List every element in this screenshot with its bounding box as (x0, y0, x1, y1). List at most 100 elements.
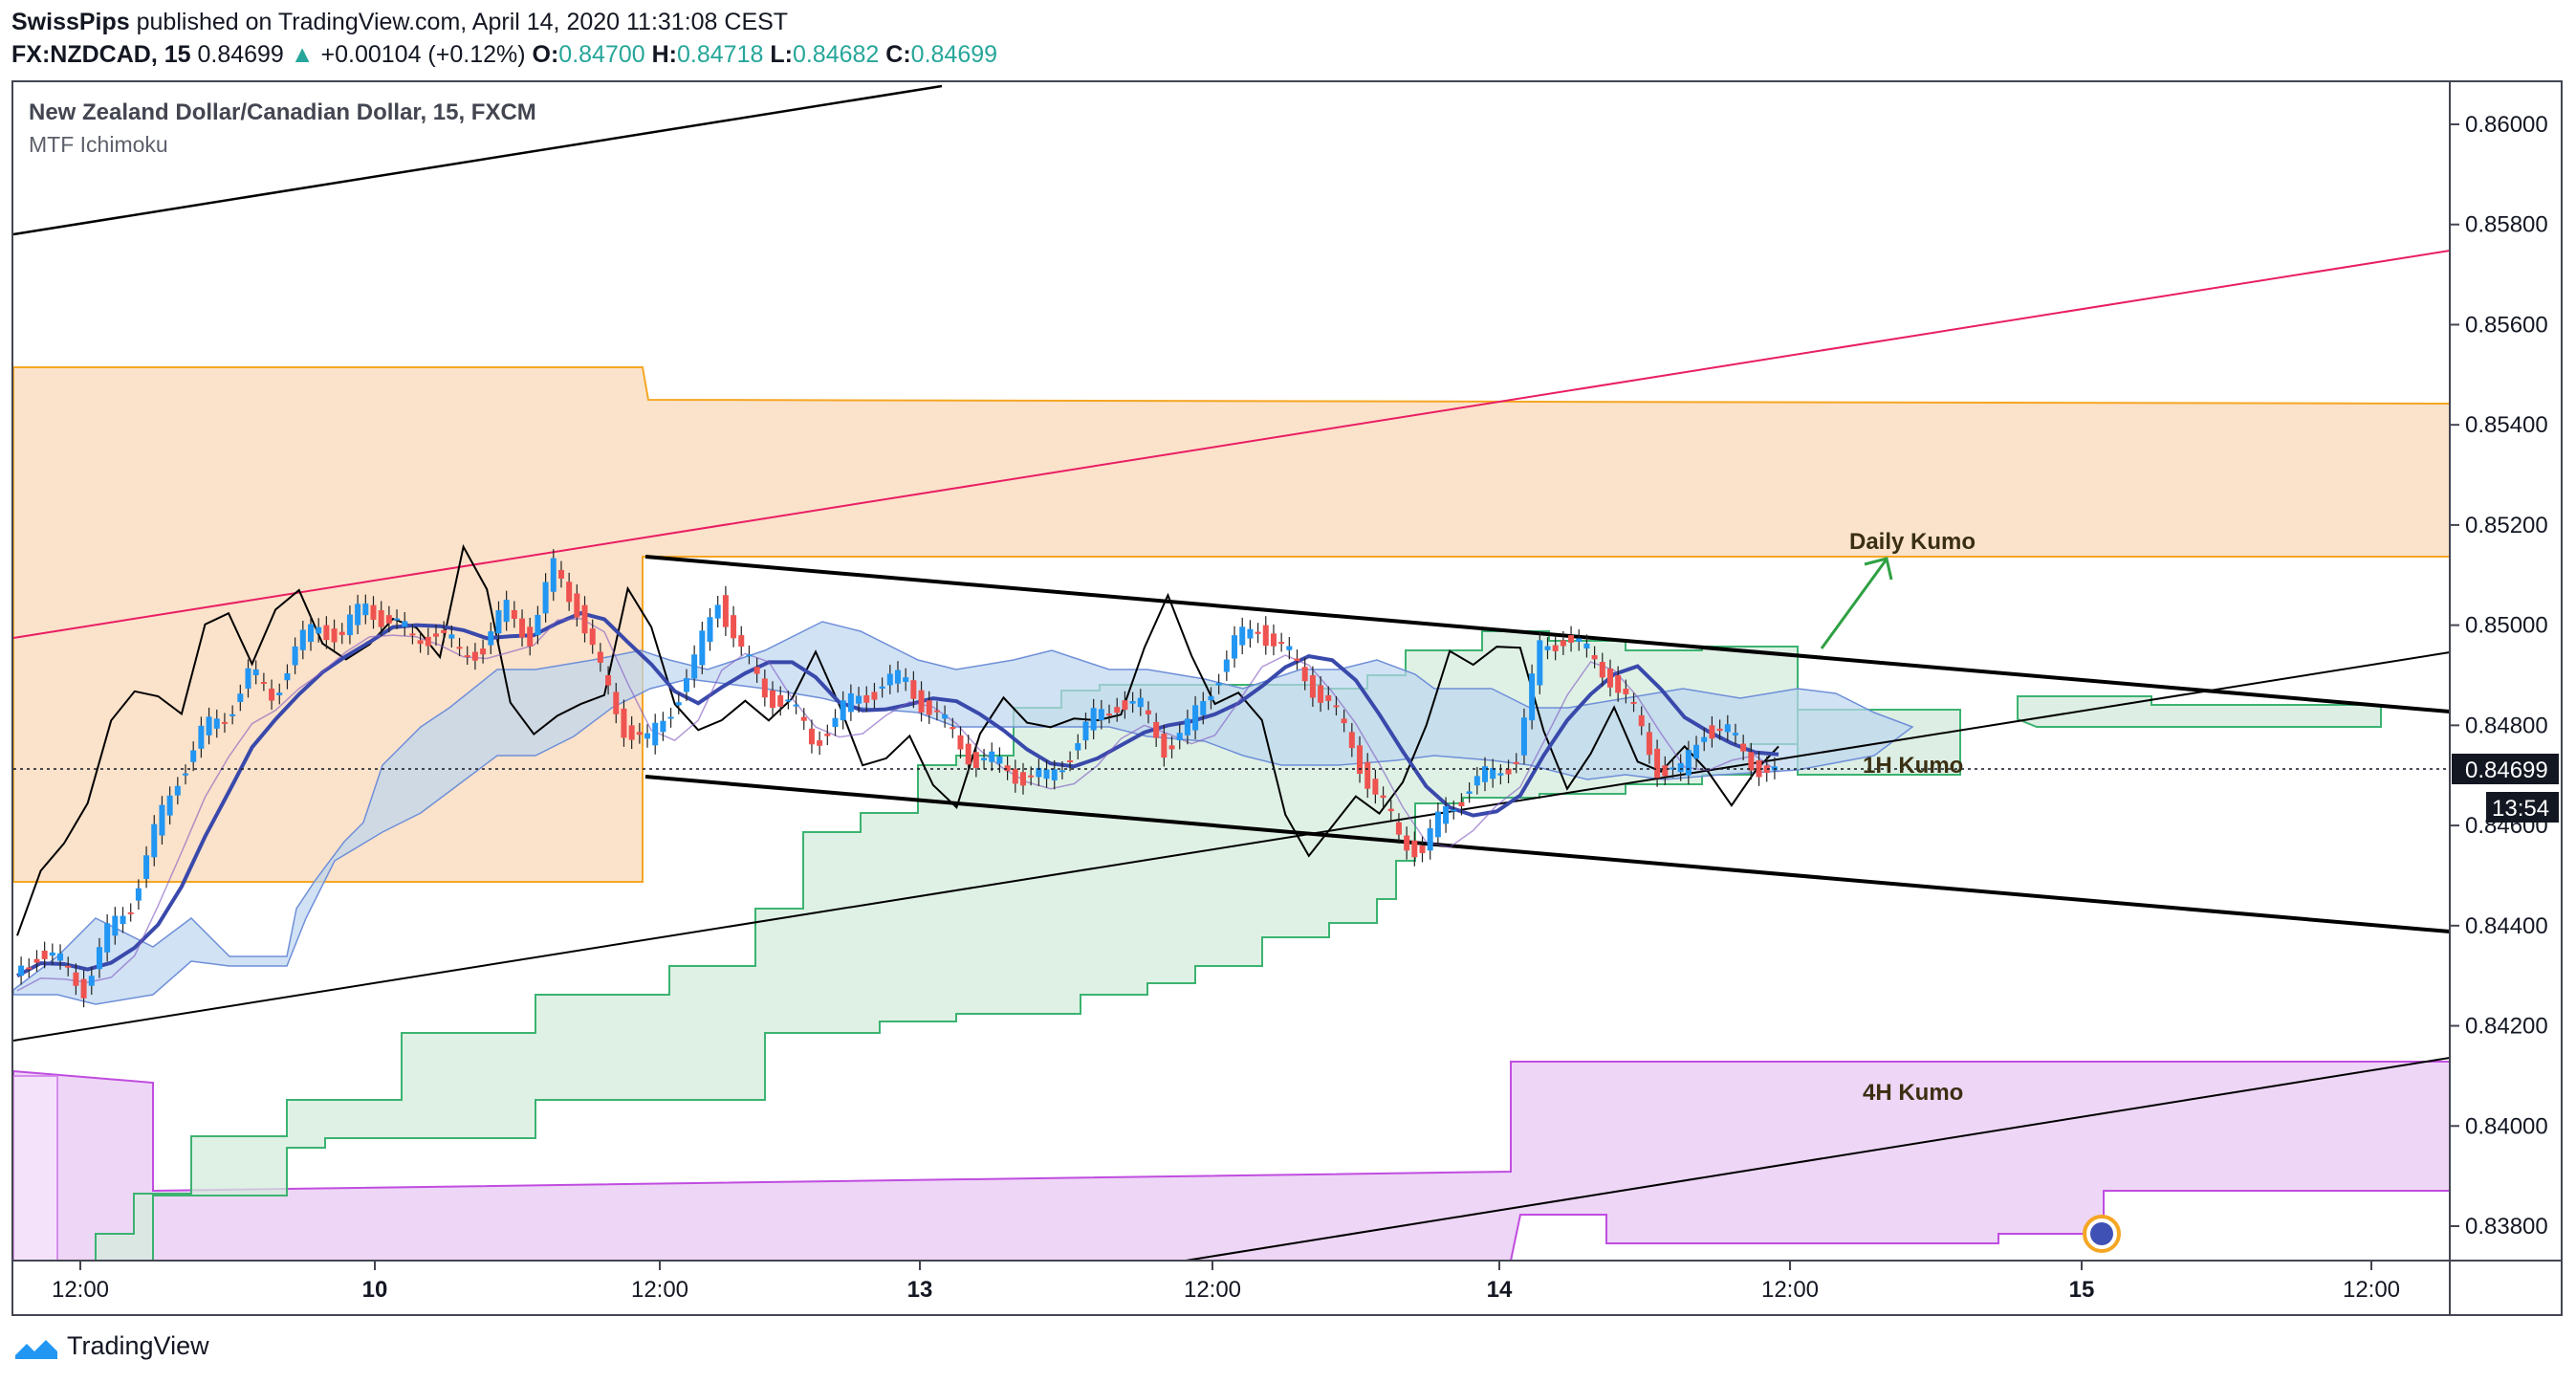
candle-body (221, 721, 228, 724)
candle-body (1670, 767, 1676, 770)
candle-body (1724, 724, 1731, 733)
footer-brand[interactable]: TradingView (13, 1331, 209, 1361)
candle-body (1301, 667, 1308, 682)
candle-body (96, 947, 102, 970)
price-tick-label: 0.85200 (2465, 513, 2548, 538)
candle-body (1247, 628, 1254, 639)
candle-body (683, 678, 689, 692)
candle-body (1740, 743, 1747, 752)
candle-body (817, 740, 823, 746)
candle-body (166, 795, 173, 816)
candle-body (1082, 721, 1089, 741)
price-axis[interactable]: 0.86000 0.85800 0.85600 0.85400 0.85200 0.850… (2450, 112, 2548, 1240)
candle-body (1677, 762, 1684, 773)
candle-body (1318, 685, 1324, 703)
candle-body (621, 708, 627, 738)
candle-body (1419, 845, 1426, 854)
candle-body (1223, 659, 1230, 672)
candle-body (213, 718, 220, 729)
candle-body (1387, 808, 1394, 812)
candle-body (135, 888, 142, 901)
time-tick-label: 14 (1487, 1277, 1513, 1303)
candle-body (636, 732, 643, 735)
candle-body (417, 640, 424, 645)
candle-body (1075, 743, 1081, 751)
candle-body (1529, 673, 1536, 721)
candle-body (1380, 795, 1386, 799)
candle-body (972, 752, 979, 769)
candle-body (206, 716, 212, 735)
open-label: O: (532, 41, 559, 68)
candle-body (456, 647, 463, 649)
candle-body (18, 965, 25, 977)
four-h-kumo-label: 4H Kumo (1863, 1080, 1963, 1106)
time-axis[interactable]: 12:00 10 12:00 13 12:00 14 12:00 15 12:00 (52, 1261, 2400, 1303)
candle-body (824, 734, 831, 736)
daily-kumo-band (13, 366, 2450, 883)
candle-body (151, 823, 158, 858)
candle-body (448, 634, 455, 639)
candle-body (660, 720, 666, 733)
candle-body (1255, 631, 1261, 634)
trend-lines[interactable] (12, 84, 2451, 1262)
candle-body (1325, 694, 1332, 701)
candle-body (1583, 643, 1590, 649)
candle-body (800, 716, 807, 721)
candle-body (1544, 646, 1551, 650)
time-tick-label: 12:00 (631, 1277, 688, 1303)
legend-title[interactable]: New Zealand Dollar/Canadian Dollar, 15, … (29, 99, 536, 125)
low-value: 0.84682 (792, 41, 880, 68)
candle-body (73, 972, 79, 986)
candle-body (950, 727, 956, 730)
candle-body (785, 699, 792, 702)
candle-body (856, 695, 862, 704)
candle-body (385, 615, 392, 624)
candle-body (1161, 734, 1168, 758)
candle-body (675, 702, 682, 706)
candle-body (1019, 772, 1026, 786)
candle-body (746, 654, 753, 657)
candle-body (316, 626, 322, 634)
candle-body (989, 751, 995, 762)
candle-body (260, 681, 267, 684)
candle-body (1756, 760, 1762, 778)
candle-body (1232, 635, 1238, 659)
candle-body (1348, 732, 1355, 749)
close-label: C: (885, 41, 911, 68)
candle-body (120, 915, 126, 925)
candle-body (1732, 733, 1738, 735)
candle-body (127, 911, 134, 914)
candle-body (996, 756, 1003, 764)
candle-body (1090, 708, 1097, 731)
candle-body (644, 733, 651, 739)
candle-body (605, 675, 612, 686)
candle-body (245, 668, 251, 689)
green-arrow (1820, 557, 1893, 649)
candle-body (910, 680, 917, 699)
event-flag-icon[interactable] (2083, 1215, 2121, 1253)
candle-body (879, 686, 885, 689)
candle-body (1239, 626, 1246, 646)
candle-body (378, 609, 384, 627)
publisher-name[interactable]: SwissPips (11, 9, 130, 35)
candle-body (840, 700, 846, 721)
open-value: 0.84700 (558, 41, 645, 68)
candle-body (1004, 765, 1011, 772)
price-change: +0.00104 (+0.12%) (320, 41, 526, 68)
candle-body (1145, 710, 1151, 714)
candle-body (1309, 675, 1316, 698)
candle-body (323, 625, 330, 641)
publish-header: SwissPips published on TradingView.com, … (11, 6, 788, 38)
candle-body (597, 651, 603, 663)
candle-body (1685, 750, 1692, 776)
candle-body (903, 677, 909, 682)
candle-body (362, 604, 369, 616)
last-price: 0.84699 (197, 41, 284, 68)
symbol-label[interactable]: FX:NZDCAD, 15 (11, 41, 191, 68)
candle-body (1395, 822, 1402, 835)
candle-body (292, 646, 298, 666)
chart-frame[interactable] (11, 80, 2563, 1316)
legend-indicator[interactable]: MTF Ichimoku (29, 132, 168, 157)
candle-body (1599, 662, 1605, 678)
